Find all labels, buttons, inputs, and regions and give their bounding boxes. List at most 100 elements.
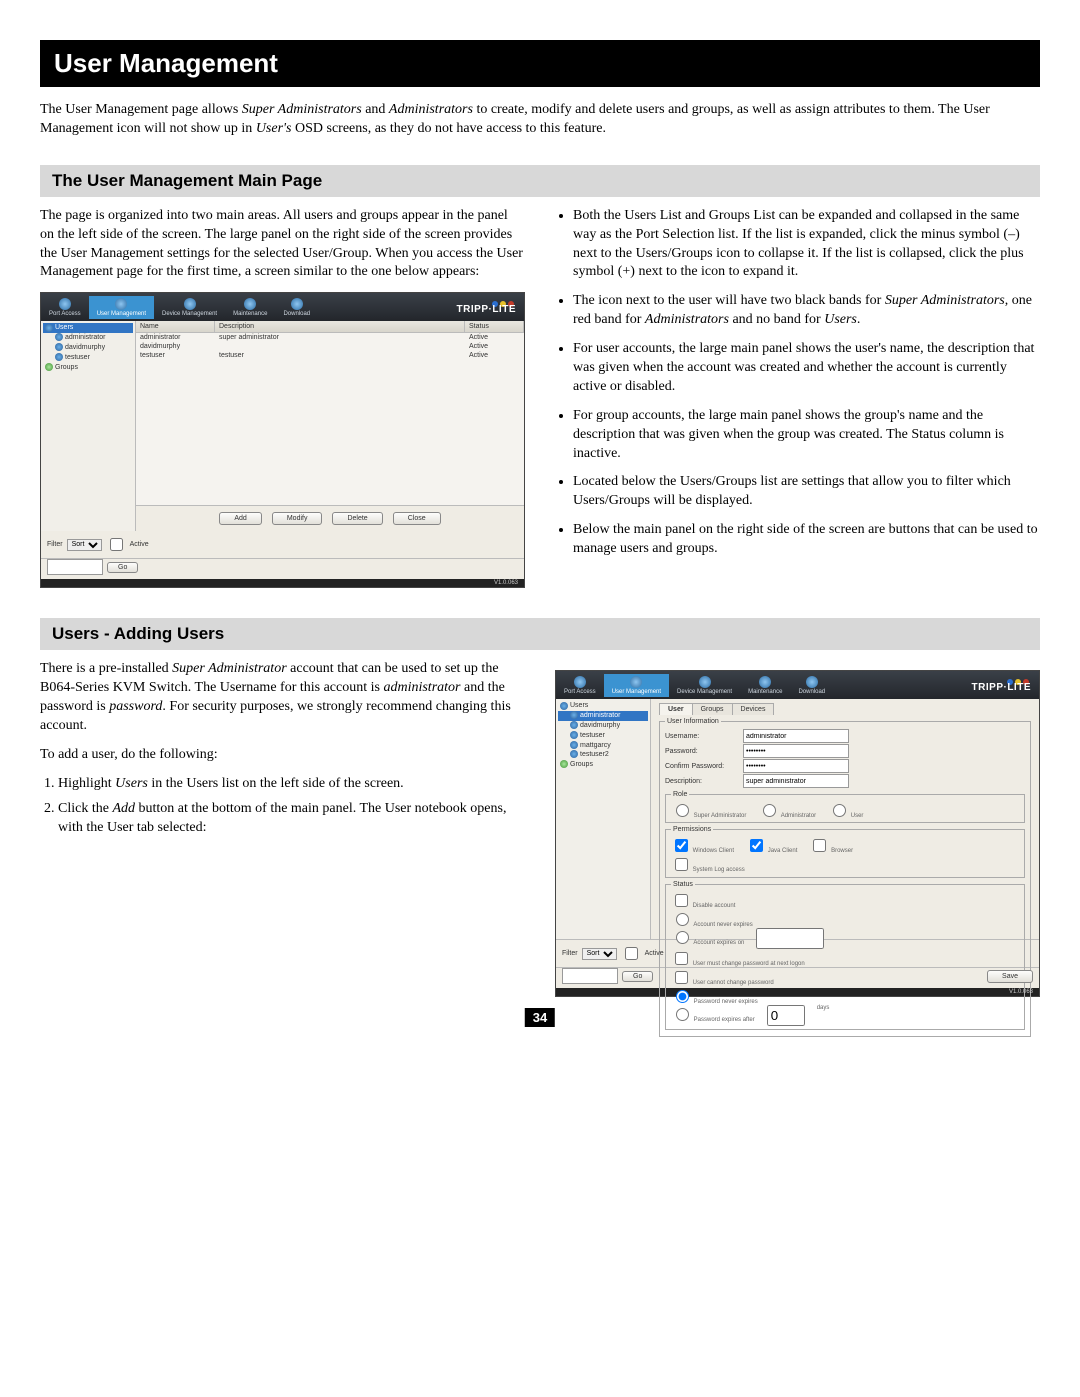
bullet: Below the main panel on the right side o… xyxy=(573,521,1040,559)
bullets-list: Both the Users List and Groups List can … xyxy=(555,207,1040,559)
perm-browser[interactable] xyxy=(813,839,826,852)
tab-devices[interactable]: Devices xyxy=(732,703,775,715)
perm-java[interactable] xyxy=(750,839,763,852)
nav-device-management[interactable]: Device Management xyxy=(154,296,225,319)
person-icon xyxy=(291,298,303,310)
filter-input[interactable] xyxy=(562,968,618,984)
st-disable[interactable] xyxy=(675,894,688,907)
active-checkbox[interactable] xyxy=(625,947,638,960)
page-title: User Management xyxy=(40,40,1040,87)
tree-user[interactable]: testuser xyxy=(558,731,648,741)
nav-user-management[interactable]: User Management xyxy=(89,296,154,319)
tree-user[interactable]: testuser xyxy=(43,353,133,363)
user-info-fieldset: User Information Username: Password: Con… xyxy=(659,718,1031,1037)
app-screenshot-list: Port Access User Management Device Manag… xyxy=(40,292,525,588)
nav-maintenance[interactable]: Maintenance xyxy=(740,674,790,697)
description-field[interactable] xyxy=(743,774,849,788)
person-icon xyxy=(59,298,71,310)
st-pwafter[interactable] xyxy=(676,1008,689,1021)
modify-button[interactable]: Modify xyxy=(272,512,323,525)
page-number: 34 xyxy=(525,1008,555,1027)
tree-user[interactable]: mattgarcy xyxy=(558,741,648,751)
st-pwnever[interactable] xyxy=(676,990,689,1003)
tree-user[interactable]: davidmurphy xyxy=(43,343,133,353)
logo: TRIPP·LITE xyxy=(457,304,524,315)
section1-left-text: The page is organized into two main area… xyxy=(40,207,525,283)
tab-user[interactable]: User xyxy=(659,703,693,715)
groups-icon xyxy=(45,363,53,371)
app-nav: Port Access User Management Device Manag… xyxy=(41,293,524,321)
person-icon xyxy=(244,298,256,310)
save-button[interactable]: Save xyxy=(987,970,1033,983)
username-field[interactable] xyxy=(743,729,849,743)
filter-input[interactable] xyxy=(47,559,103,575)
nav-maintenance[interactable]: Maintenance xyxy=(225,296,275,319)
tree-user[interactable]: administrator xyxy=(558,711,648,721)
nav-download[interactable]: Download xyxy=(275,296,318,319)
filter-bar: Filter Sort Active xyxy=(41,531,524,558)
section2-header: Users - Adding Users xyxy=(40,618,1040,650)
tab-groups[interactable]: Groups xyxy=(692,703,733,715)
tab-bar: User Groups Devices xyxy=(659,703,1031,715)
add-button[interactable]: Add xyxy=(219,512,261,525)
sidebar-tree: Users administrator davidmurphy testuser… xyxy=(41,321,136,531)
role-admin[interactable] xyxy=(763,804,776,817)
role-user[interactable] xyxy=(833,804,846,817)
perm-log[interactable] xyxy=(675,858,688,871)
person-icon xyxy=(184,298,196,310)
nav-device-management[interactable]: Device Management xyxy=(669,674,740,697)
user-icon xyxy=(55,353,63,361)
step: Click the Add button at the bottom of th… xyxy=(58,800,525,838)
tree-groups[interactable]: Groups xyxy=(43,363,133,373)
nav-port-access[interactable]: Port Access xyxy=(41,296,89,319)
section1-header: The User Management Main Page xyxy=(40,165,1040,197)
go-button[interactable]: Go xyxy=(622,971,653,982)
tree-users[interactable]: Users xyxy=(558,701,648,711)
st-must[interactable] xyxy=(675,952,688,965)
password-field[interactable] xyxy=(743,744,849,758)
tree-user[interactable]: davidmurphy xyxy=(558,721,648,731)
sort-select[interactable]: Sort xyxy=(67,539,102,551)
sort-select[interactable]: Sort xyxy=(582,948,617,960)
to-add-text: To add a user, do the following: xyxy=(40,746,525,765)
person-icon xyxy=(115,298,127,310)
table-row[interactable]: davidmurphyActive xyxy=(136,342,524,351)
tree-user[interactable]: administrator xyxy=(43,333,133,343)
st-cannot[interactable] xyxy=(675,971,688,984)
close-button[interactable]: Close xyxy=(393,512,441,525)
go-button[interactable]: Go xyxy=(107,562,138,573)
tree-users[interactable]: Users xyxy=(43,323,133,333)
expires-field[interactable] xyxy=(756,928,824,949)
delete-button[interactable]: Delete xyxy=(332,512,382,525)
steps-list: Highlight Users in the Users list on the… xyxy=(58,775,525,838)
active-checkbox[interactable] xyxy=(110,538,123,551)
perm-fieldset: Permissions Windows Client Java Client B… xyxy=(665,826,1025,878)
step: Highlight Users in the Users list on the… xyxy=(58,775,525,794)
user-icon xyxy=(55,343,63,351)
days-field[interactable] xyxy=(767,1005,805,1026)
status-fieldset: Status Disable account Account never exp… xyxy=(665,881,1025,1030)
nav-port-access[interactable]: Port Access xyxy=(556,674,604,697)
table-row[interactable]: administratorsuper administratorActive xyxy=(136,333,524,342)
perm-win[interactable] xyxy=(675,839,688,852)
section2-intro: There is a pre-installed Super Administr… xyxy=(40,660,525,736)
role-fieldset: Role Super Administrator Administrator U… xyxy=(665,791,1025,823)
user-icon xyxy=(55,333,63,341)
bullet: Both the Users List and Groups List can … xyxy=(573,207,1040,283)
st-expires[interactable] xyxy=(676,931,689,944)
tree-user[interactable]: testuser2 xyxy=(558,750,648,760)
bullet: For group accounts, the large main panel… xyxy=(573,407,1040,464)
grid-body: administratorsuper administratorActive d… xyxy=(136,333,524,505)
status-bar: V1.0.063 xyxy=(41,579,524,587)
tree-groups[interactable]: Groups xyxy=(558,760,648,770)
role-super[interactable] xyxy=(676,804,689,817)
grid-header: Name Description Status xyxy=(136,321,524,333)
table-row[interactable]: testusertestuserActive xyxy=(136,351,524,360)
confirm-password-field[interactable] xyxy=(743,759,849,773)
app-screenshot-form: Port Access User Management Device Manag… xyxy=(555,670,1040,997)
users-icon xyxy=(45,324,53,332)
nav-user-management[interactable]: User Management xyxy=(604,674,669,697)
intro-text: The User Management page allows Super Ad… xyxy=(40,101,1040,139)
st-never[interactable] xyxy=(676,913,689,926)
nav-download[interactable]: Download xyxy=(790,674,833,697)
